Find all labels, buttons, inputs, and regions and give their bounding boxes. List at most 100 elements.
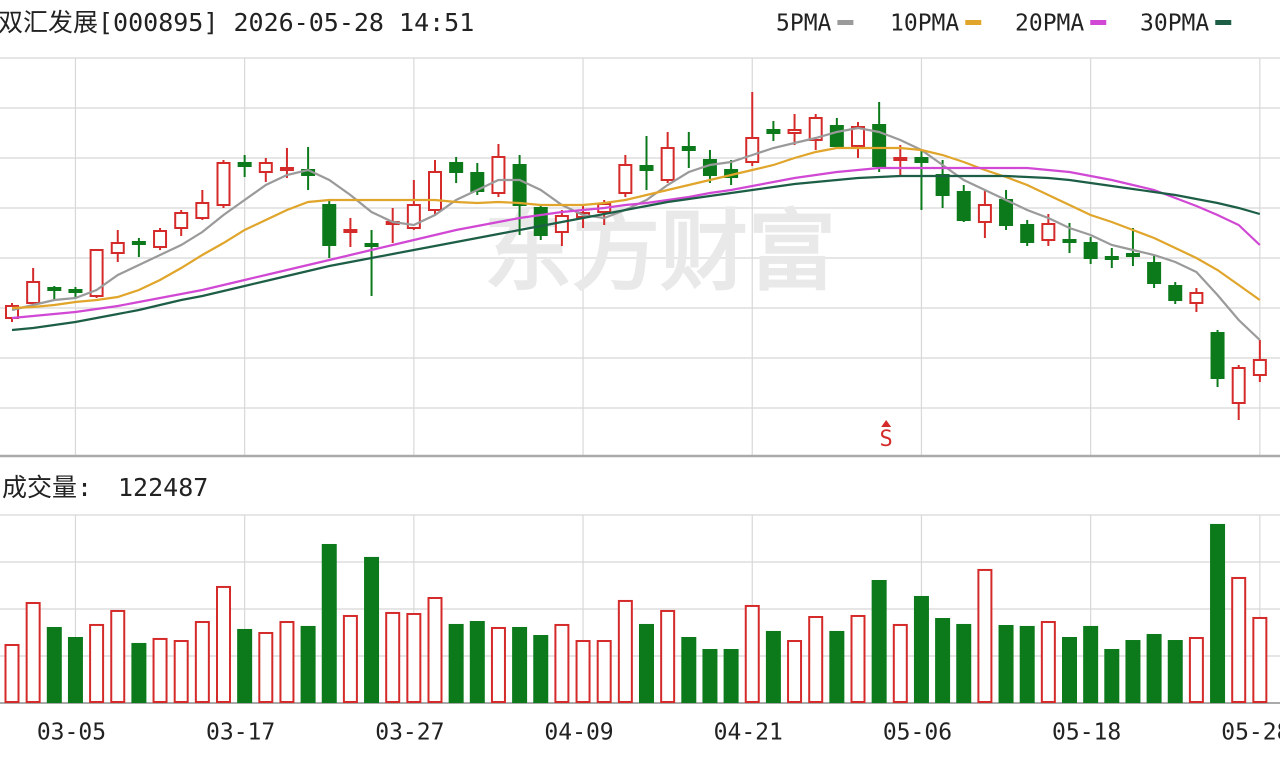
ma-line: [11, 146, 1261, 310]
candle-body: [1168, 285, 1183, 301]
candle-body: [1231, 367, 1246, 404]
volume-bar: [596, 640, 612, 703]
volume-bar: [1210, 523, 1226, 704]
legend-label: 10PMA: [890, 11, 959, 37]
volume-bar: [1104, 649, 1120, 703]
candle-body: [110, 242, 125, 254]
signal-arrow: [881, 420, 892, 427]
ma-line: [11, 166, 1261, 320]
volume-bar: [829, 630, 845, 704]
volume-bar: [681, 636, 697, 704]
volume-bar: [110, 609, 126, 703]
legend-swatch: [965, 20, 982, 25]
candle-body: [216, 162, 231, 206]
candle-body: [1104, 256, 1119, 260]
volume-bar: [744, 604, 760, 704]
x-tick-label: 04-21: [714, 720, 783, 746]
volume-bar: [554, 623, 570, 703]
volume-bar: [131, 642, 147, 703]
volume-bar: [977, 568, 993, 704]
volume-bar: [787, 640, 803, 703]
candle-body: [406, 204, 421, 229]
x-tick-label: 03-27: [375, 720, 444, 746]
legend-label: 30PMA: [1140, 11, 1209, 37]
volume-bar: [1146, 633, 1162, 703]
volume-bar: [892, 623, 908, 703]
volume-bar: [300, 625, 316, 704]
candle-body: [745, 137, 760, 163]
volume-bar: [765, 630, 781, 704]
volume-bar: [533, 635, 549, 703]
grid: [0, 57, 1280, 702]
candle-body: [808, 117, 823, 141]
volume-bar: [173, 640, 189, 703]
candle-body: [1189, 292, 1204, 304]
candle-body: [766, 129, 781, 134]
volume-bar: [4, 643, 20, 704]
candle-body: [174, 212, 189, 229]
candle-body: [1147, 262, 1162, 284]
candle-body: [1083, 242, 1098, 259]
candle-body: [131, 241, 146, 245]
volume-bar: [342, 614, 358, 703]
volume-bar: [89, 623, 105, 703]
volume-bar: [321, 543, 337, 703]
volume-bar: [490, 626, 506, 703]
volume-bar: [617, 599, 633, 704]
volume-bar: [1252, 616, 1268, 703]
candle-body: [279, 167, 294, 171]
candle-body: [364, 243, 379, 247]
x-tick-label: 05-28: [1221, 720, 1280, 746]
candle-body: [322, 204, 337, 246]
candle-body: [47, 287, 62, 291]
volume-bar: [1019, 625, 1035, 704]
candle-body: [1020, 224, 1035, 243]
candle-body: [512, 164, 527, 206]
chart-title: 双汇发展[000895] 2026-05-28 14:51: [0, 8, 474, 37]
x-tick-label: 03-17: [206, 720, 275, 746]
candle-body: [26, 281, 41, 304]
volume-bar: [194, 621, 210, 703]
candle-body: [681, 146, 696, 151]
candle-body: [618, 164, 633, 194]
x-tick-label: 05-06: [883, 720, 952, 746]
candle-body: [1210, 332, 1225, 379]
candle-body: [935, 174, 950, 196]
volume-bar: [237, 628, 253, 703]
volume-bar: [850, 614, 866, 703]
volume-bar: [1062, 636, 1077, 704]
volume-value: 122487: [118, 473, 208, 502]
legend-swatch: [1090, 20, 1107, 25]
volume-bar: [1188, 636, 1204, 704]
candle-body: [343, 229, 358, 233]
volume-bar: [25, 602, 41, 703]
volume-bar: [216, 585, 231, 704]
volume-bar: [385, 611, 401, 704]
volume-label: 成交量:: [2, 473, 92, 502]
volume-bar: [998, 624, 1014, 704]
candle-body: [872, 124, 887, 167]
candle-body: [914, 157, 929, 163]
volume-bar: [702, 649, 718, 703]
volume-bar: [871, 579, 887, 704]
candle-body: [89, 249, 104, 297]
volume-bar: [935, 617, 951, 704]
candle-body: [237, 162, 252, 167]
volume-bar: [1167, 640, 1183, 703]
signal-label: S: [880, 427, 893, 452]
x-tick-label: 03-05: [37, 720, 106, 746]
volume-bar: [364, 556, 380, 703]
volume-bar: [1083, 625, 1099, 704]
volume-bar: [913, 595, 929, 703]
candle-body: [639, 165, 654, 171]
candle-body: [660, 147, 675, 181]
volume-bar: [956, 623, 972, 703]
legend-swatch: [837, 20, 854, 25]
volume-bar: [723, 649, 739, 703]
candle-body: [533, 207, 548, 236]
candle-body: [1041, 223, 1056, 241]
volume-bar: [1125, 640, 1141, 703]
volume-bar: [406, 612, 422, 704]
volume-bar: [46, 626, 62, 703]
